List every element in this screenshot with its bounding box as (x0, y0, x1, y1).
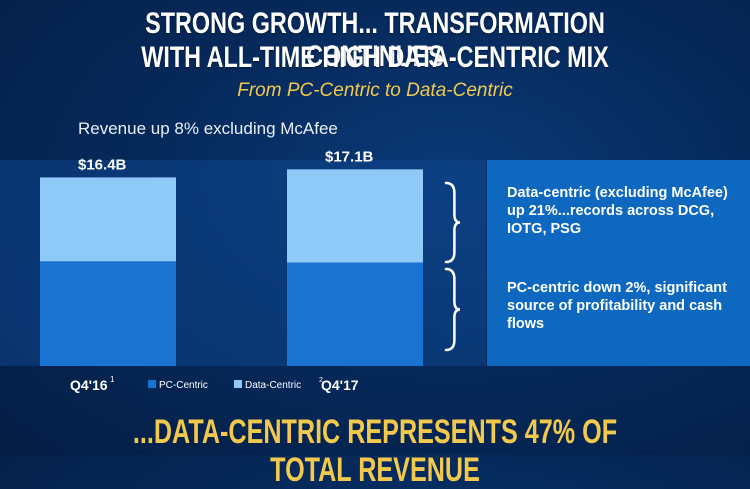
pc-centric-callout: PC-centric down 2%, significant source o… (507, 280, 727, 332)
title-line-1: STRONG GROWTH... TRANSFORMATION CONTINUE… (145, 7, 605, 73)
legend-swatch-pc-centric (148, 380, 156, 388)
legend-label-pc-centric: PC-Centric (159, 380, 208, 391)
revenue-chart: $16.4B $17.1B Q4'16 1 Q4'17 PC-Centric Data-Ce… (40, 148, 461, 393)
data-centric-brace (444, 181, 461, 264)
legend-swatch-data-centric (234, 380, 242, 388)
title-line-2: WITH ALL-TIME HIGH DATA-CENTRIC MIX (141, 41, 609, 74)
total-label-1: $17.1B (325, 148, 374, 165)
total-label-0: $16.4B (78, 156, 127, 173)
data-centric-callout: Data-centric (excluding McAfee) up 21%..… (507, 185, 728, 237)
legend-label-data-centric: Data-Centric (245, 380, 301, 391)
pc-centric-brace (444, 267, 461, 352)
callout-box (487, 160, 750, 366)
revenue-note: Revenue up 8% excluding McAfee (78, 119, 338, 138)
legend-superscript: 2 (319, 377, 323, 384)
category-superscript-0: 1 (110, 375, 115, 384)
category-label-1: Q4'17 (321, 377, 359, 393)
bar-data-centric-1 (287, 169, 423, 263)
footer-banner: ...DATA-CENTRIC REPRESENTS 47% OF TOTAL … (132, 413, 618, 489)
bar-pc-centric-0 (40, 261, 176, 366)
bar-data-centric-0 (40, 177, 176, 262)
category-label-0: Q4'16 (70, 377, 108, 393)
subtitle: From PC-Centric to Data-Centric (237, 80, 513, 101)
bar-pc-centric-1 (287, 262, 423, 366)
